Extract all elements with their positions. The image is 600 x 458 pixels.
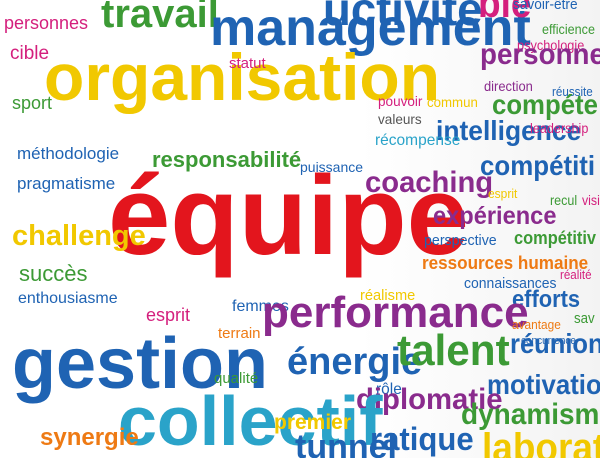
word-role: rôle [376, 381, 402, 398]
word-statut: statut [229, 55, 266, 72]
word-dynamisme: dynamisme [461, 398, 600, 431]
word-esprit-mid: esprit [146, 305, 191, 325]
word-leadership: leadership [530, 120, 589, 136]
word-travail: travail [101, 0, 219, 36]
word-savoir-etre: savoir-être [513, 0, 578, 13]
word-synergie: synergie [40, 424, 139, 451]
word-efficience: efficience [542, 21, 595, 37]
word-personnes-top: personnes [4, 13, 89, 33]
word-performance: performance [262, 288, 529, 337]
word-management: management [210, 0, 531, 57]
word-efforts: efforts [512, 286, 581, 313]
word-realite: réalité [560, 267, 592, 282]
word-direction: direction [484, 78, 533, 94]
word-enthousiasme: enthousiasme [18, 290, 118, 307]
word-organisation: organisation [44, 40, 441, 114]
word-valeurs: valeurs [378, 111, 422, 127]
word-pragmatisme: pragmatisme [17, 174, 116, 193]
word-recompense: récompense [375, 132, 461, 149]
word-reunion: réunion [510, 328, 600, 359]
word-savoir: sav [574, 310, 595, 327]
word-ressources-humaines: ressources humaine [422, 253, 589, 273]
word-experience: expérience [433, 202, 557, 230]
word-terrain: terrain [218, 325, 261, 342]
word-personne: personne [480, 38, 600, 71]
word-challenge: challenge [12, 220, 146, 252]
word-vision: visi [582, 192, 600, 208]
word-recul: recul [550, 192, 578, 208]
word-bie-top: bie [478, 0, 532, 26]
word-competences: compéte [492, 89, 598, 120]
word-qualite: qualité [214, 370, 259, 387]
word-commun: commun [427, 94, 478, 110]
word-collectif: collectif [118, 382, 383, 458]
word-femmes: femmes [232, 298, 289, 315]
word-energie: énergie [287, 341, 423, 383]
word-tunnel: tunnel [295, 428, 397, 458]
word-competitivite: compétitiv [514, 228, 597, 248]
word-concurrence: concurrence [521, 335, 576, 347]
word-coaching: coaching [365, 166, 494, 199]
word-premier: premier [274, 411, 352, 434]
word-methodologie: méthodologie [17, 144, 120, 163]
word-sport: sport [12, 93, 53, 113]
word-realisme: réalisme [360, 287, 416, 304]
word-intelligence: intelligence [436, 115, 582, 146]
word-responsabilite: responsabilité [152, 147, 302, 172]
word-perspective: perspective [424, 232, 497, 249]
word-pratique: ratique [370, 421, 474, 457]
word-motivation: motivation [487, 369, 600, 400]
word-reussite: réussite [552, 84, 593, 99]
word-psychologie: psychologie [517, 37, 585, 53]
word-collaboration: laboration [482, 426, 600, 458]
word-talent: talent [397, 326, 510, 375]
word-connaissances: connaissances [464, 275, 557, 292]
word-gestion: gestion [12, 324, 269, 404]
word-competition: compétiti [480, 150, 596, 181]
word-pouvoir: pouvoir [378, 93, 423, 109]
word-cible: cible [10, 43, 50, 64]
word-avantage: avantage [512, 317, 561, 332]
word-esprit-right: esprit [488, 186, 518, 201]
word-puissance: puissance [300, 159, 364, 175]
word-equipe: équipe [108, 153, 469, 278]
word-productivite: uctivité [323, 0, 483, 35]
word-succes: succès [19, 261, 88, 286]
word-diplomatie: diplomatie [356, 383, 503, 416]
